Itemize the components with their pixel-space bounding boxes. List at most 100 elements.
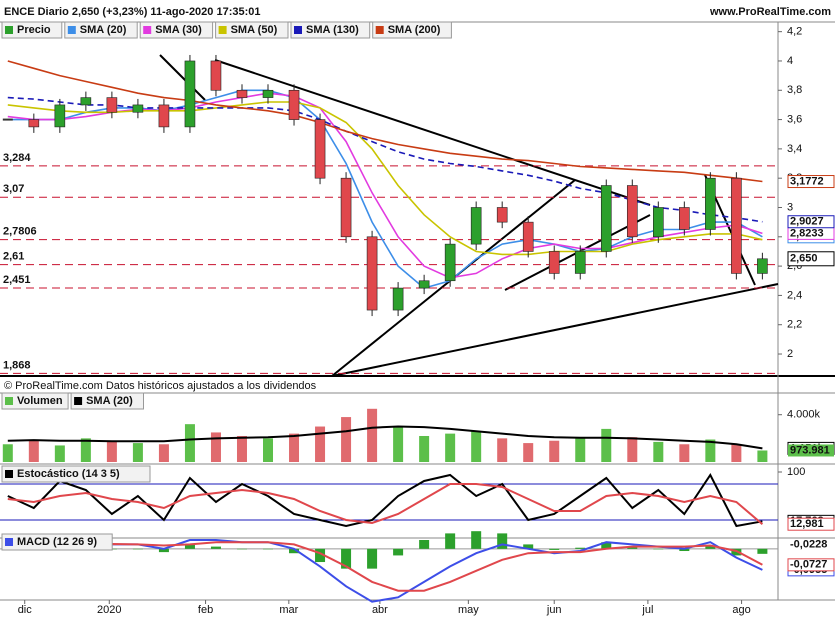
- candle: [392, 287, 404, 311]
- candle: [106, 97, 118, 113]
- x-tick-label: jun: [546, 604, 562, 616]
- y-tick-label: 100: [787, 466, 805, 478]
- panel-title: Estocástico (14 3 5): [17, 468, 120, 480]
- legend-item: [372, 21, 452, 39]
- candle: [418, 280, 430, 289]
- histogram-bar: [158, 548, 169, 553]
- legend-swatch: [5, 397, 13, 405]
- line: [7, 473, 763, 528]
- volume-bar: [2, 444, 13, 462]
- volume-bar: [731, 444, 742, 462]
- histogram-bar: [315, 548, 326, 563]
- legend-item: [64, 21, 138, 39]
- volume-bar: [393, 426, 404, 462]
- volume-bar: [210, 432, 221, 462]
- value-box: [787, 215, 835, 229]
- histogram-bar: [679, 548, 690, 552]
- histogram-bar: [627, 546, 638, 549]
- legend-item: [1, 465, 151, 483]
- candle: [653, 207, 664, 238]
- legend-item: [215, 21, 289, 39]
- legend-label: Volumen: [17, 395, 63, 407]
- histogram-bar: [445, 533, 456, 549]
- candle: [54, 104, 66, 128]
- y-tick-label: 3,4: [787, 143, 802, 155]
- last-value-label: 3,1772: [790, 175, 824, 187]
- histogram-bar: [132, 548, 143, 550]
- candle: [366, 236, 378, 311]
- volume-bar: [341, 417, 352, 462]
- volume-bar: [497, 438, 508, 462]
- legend-swatch: [375, 26, 384, 34]
- candle: [80, 97, 92, 106]
- histogram-bar: [653, 548, 664, 550]
- candle: [288, 89, 300, 120]
- histogram-bar: [419, 540, 430, 549]
- candle: [626, 185, 638, 238]
- candle: [314, 119, 326, 179]
- histogram-bar: [471, 531, 482, 549]
- source: www.ProRealTime.com: [709, 6, 831, 18]
- volume-bar: [132, 443, 143, 462]
- volume-bar: [263, 438, 274, 462]
- legend-label: SMA (50): [231, 24, 278, 36]
- legend-label: SMA (30): [155, 24, 202, 36]
- legend-label: SMA (20): [80, 24, 127, 36]
- line: [7, 483, 764, 525]
- panel-title: MACD (12 26 9): [17, 536, 97, 548]
- volume-bar: [106, 441, 117, 462]
- volume-bar: [289, 433, 300, 462]
- legend-swatch: [218, 26, 227, 34]
- last-value-label: -0,0228: [790, 539, 827, 551]
- last-value-label: 2,8233: [790, 227, 824, 239]
- value-box: [788, 444, 834, 457]
- histogram-bar: [210, 546, 221, 549]
- last-price: 2,650: [790, 253, 818, 265]
- candle: [757, 258, 768, 274]
- volume-bar: [419, 435, 430, 462]
- x-tick-label: feb: [198, 604, 213, 616]
- y-tick-label: 4: [787, 55, 793, 67]
- x-tick-label: may: [458, 604, 479, 616]
- candle: [548, 251, 560, 274]
- note: © ProRealTime.com Datos históricos ajust…: [4, 380, 317, 392]
- histogram-bar: [705, 545, 716, 549]
- price-box: [787, 251, 835, 267]
- legend-item: [1, 392, 69, 410]
- candle: [210, 60, 222, 91]
- histogram-bar: [393, 548, 404, 556]
- y-tick-label: 2,2: [787, 319, 802, 331]
- volume-bar: [653, 441, 664, 462]
- last-value-label: 2,9027: [790, 216, 824, 228]
- volume-bar: [367, 408, 378, 462]
- y-tick-label: 4.000k: [787, 409, 821, 421]
- volume-bar: [575, 438, 586, 462]
- volume-bar: [471, 431, 482, 462]
- histogram-bar: [263, 548, 274, 550]
- legend-label: SMA (130): [306, 24, 359, 36]
- histogram-bar: [731, 548, 742, 556]
- y-tick-label: 3,6: [787, 113, 802, 125]
- legend-item: [1, 533, 113, 551]
- volume-bar: [315, 426, 326, 462]
- x-tick-label: 2020: [97, 604, 121, 616]
- histogram-bar: [549, 548, 560, 550]
- legend-swatch: [67, 26, 76, 34]
- candle: [340, 177, 352, 238]
- legend-swatch: [5, 470, 13, 478]
- y-tick-label: 2: [787, 348, 793, 360]
- histogram-bar: [575, 547, 586, 549]
- legend-label: Precio: [17, 24, 51, 36]
- legend-label: SMA (20): [86, 395, 133, 407]
- volume-bar: [757, 450, 768, 462]
- histogram-bar: [523, 544, 534, 549]
- legend-swatch: [5, 26, 13, 34]
- histogram-bar: [497, 533, 508, 549]
- candle: [262, 89, 274, 98]
- volume-bar: [627, 437, 638, 462]
- volume-bar: [705, 439, 716, 462]
- x-tick-label: jul: [641, 604, 653, 616]
